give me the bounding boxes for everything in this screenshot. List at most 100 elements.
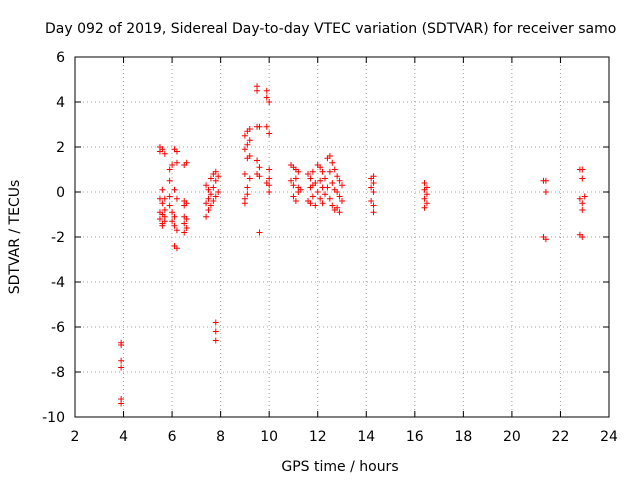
data-point — [161, 150, 168, 157]
data-point — [288, 177, 295, 184]
data-point — [205, 186, 212, 193]
data-point — [423, 191, 430, 198]
data-point — [329, 159, 336, 166]
data-point — [542, 236, 549, 243]
data-point — [205, 207, 212, 213]
data-point — [256, 164, 263, 171]
y-axis-label: SDTVAR / TECUs — [7, 180, 23, 295]
data-point — [156, 216, 163, 222]
data-point — [334, 189, 341, 195]
data-point — [329, 180, 336, 186]
data-point — [542, 177, 549, 184]
data-point — [205, 195, 212, 202]
data-point — [263, 94, 270, 101]
y-tick-label: 2 — [56, 140, 65, 156]
data-point — [246, 153, 253, 159]
y-tick-label: -8 — [51, 365, 65, 381]
x-tick-label: 16 — [406, 429, 424, 445]
data-point — [212, 319, 219, 326]
data-point — [339, 182, 345, 189]
data-point — [183, 225, 190, 231]
data-point — [370, 189, 377, 195]
y-tick-label: -6 — [51, 320, 65, 336]
y-tick-label: -2 — [51, 230, 65, 246]
data-point — [256, 123, 263, 130]
data-point — [319, 200, 326, 207]
data-point — [159, 200, 166, 207]
data-point — [421, 195, 428, 202]
data-point — [166, 166, 173, 173]
x-tick-label: 4 — [119, 429, 128, 445]
data-point — [326, 195, 333, 202]
data-point — [212, 193, 219, 200]
data-point — [317, 177, 324, 184]
data-point — [290, 193, 297, 200]
data-point — [169, 209, 176, 216]
data-point — [254, 87, 261, 94]
data-point — [324, 184, 331, 191]
data-point — [212, 328, 219, 335]
data-point — [212, 337, 219, 344]
data-point — [171, 222, 178, 229]
data-point — [212, 177, 219, 184]
data-point — [244, 184, 251, 191]
data-point — [173, 227, 180, 234]
data-point — [173, 195, 180, 202]
x-tick-label: 14 — [357, 429, 375, 445]
data-point — [581, 193, 588, 200]
data-point — [326, 168, 333, 175]
data-point — [329, 202, 336, 209]
data-point — [161, 207, 168, 213]
data-point — [118, 342, 125, 348]
data-point — [244, 191, 251, 198]
data-point — [246, 126, 253, 132]
data-point — [542, 189, 549, 195]
data-point — [292, 198, 299, 204]
data-point — [579, 234, 586, 240]
data-point — [203, 213, 210, 220]
data-point — [241, 171, 248, 177]
data-point — [173, 159, 180, 166]
data-point — [207, 191, 214, 198]
data-point — [266, 175, 273, 182]
data-point — [241, 146, 248, 153]
axis-ticks — [74, 56, 610, 418]
data-point — [256, 173, 263, 180]
data-point — [203, 200, 210, 207]
data-point — [336, 209, 343, 216]
data-point — [241, 132, 248, 139]
data-point — [183, 159, 190, 166]
data-point — [266, 189, 273, 195]
data-point — [215, 173, 222, 180]
data-point — [266, 130, 273, 137]
y-tick-label: -10 — [42, 410, 65, 426]
data-point — [254, 157, 261, 164]
data-point — [241, 200, 248, 207]
data-point — [336, 177, 343, 184]
data-point — [166, 177, 173, 184]
data-point — [326, 153, 333, 159]
data-point — [181, 229, 188, 236]
data-point — [421, 204, 428, 211]
data-point — [334, 173, 341, 180]
y-tick-label: 6 — [56, 50, 65, 66]
data-point — [305, 171, 312, 177]
data-point — [314, 189, 321, 195]
chart-title: Day 092 of 2019, Sidereal Day-to-day VTE… — [45, 21, 616, 37]
grid — [75, 57, 609, 417]
data-point — [290, 182, 297, 189]
x-tick-label: 18 — [454, 429, 472, 445]
data-point — [207, 202, 214, 209]
data-point — [203, 182, 210, 189]
data-point — [370, 173, 377, 180]
data-point — [579, 200, 586, 207]
data-point — [159, 222, 166, 229]
data-point — [317, 195, 324, 202]
x-axis-label: GPS time / hours — [281, 459, 398, 475]
x-tick-label: 6 — [168, 429, 177, 445]
data-point — [334, 204, 341, 211]
data-point — [370, 209, 377, 216]
data-point — [159, 186, 166, 193]
data-point — [292, 175, 299, 182]
